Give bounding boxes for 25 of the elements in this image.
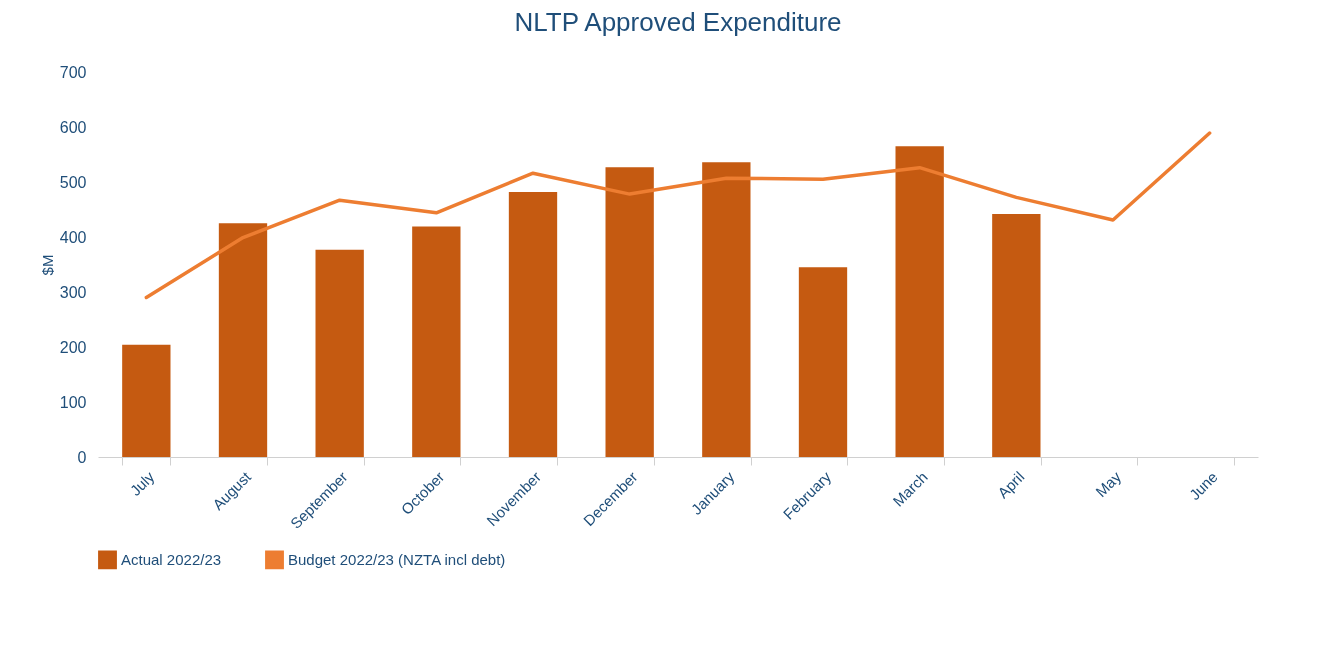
line-series [144, 131, 1212, 300]
bar [315, 249, 364, 457]
x-tick-label: July [126, 467, 158, 499]
chart-title: NLTP Approved Expenditure [514, 7, 842, 37]
bar [508, 191, 558, 457]
bar [605, 167, 654, 457]
legend-label: Budget 2022/23 (NZTA incl debt) [288, 550, 506, 568]
legend-label: Actual 2022/23 [121, 550, 222, 568]
bar [218, 223, 268, 457]
bar [895, 146, 944, 457]
y-tick-label: 600 [59, 118, 87, 136]
bar [798, 267, 848, 457]
y-tick-label: 100 [59, 393, 87, 411]
y-tick-label: 500 [59, 173, 87, 191]
y-tick-label: 400 [59, 228, 87, 246]
y-axis-title: $M [38, 254, 56, 276]
x-tick-label: May [1092, 467, 1125, 501]
bar [412, 226, 461, 457]
bar [992, 213, 1041, 457]
bar [122, 344, 171, 457]
bar [702, 162, 751, 457]
y-tick-label: 0 [77, 448, 87, 466]
y-tick-label: 300 [59, 283, 87, 301]
y-tick-label: 200 [59, 338, 87, 356]
y-tick-label: 700 [59, 63, 87, 81]
